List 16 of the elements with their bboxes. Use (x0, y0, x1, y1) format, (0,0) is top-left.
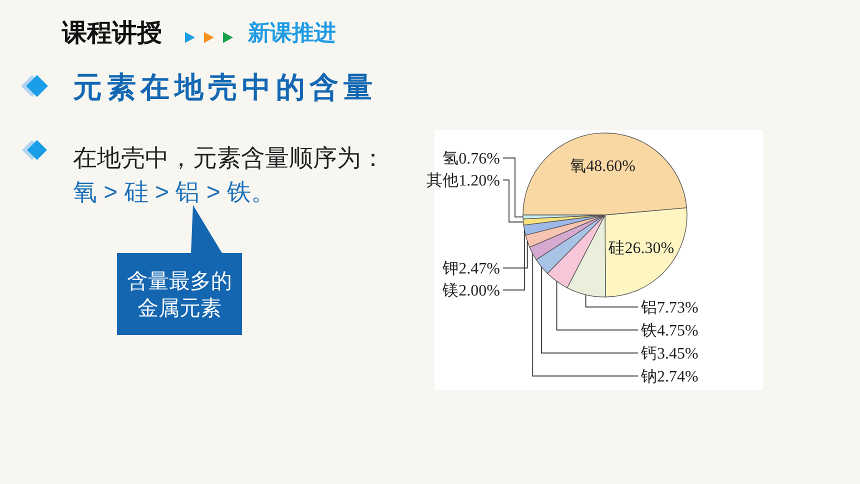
slice-label: 其他1.20% (426, 172, 500, 190)
text: 氧 > 硅 > 铝 > 铁。 (73, 179, 276, 206)
slice-label: 氢0.76% (442, 150, 500, 168)
text: 在地壳中，元素含量顺序为： (73, 145, 385, 172)
callout: 含量最多的金属元素 (117, 205, 242, 335)
slice-label: 钙3.45% (640, 346, 698, 362)
text: 新课推进 (247, 20, 336, 45)
slice-label: 铁4.75% (640, 322, 698, 340)
slice-label: 硅26.30% (608, 239, 674, 258)
text: 课程讲授 (61, 19, 162, 47)
slice-label: 镁2.00% (442, 282, 500, 300)
slice-label: 钾2.47% (442, 260, 500, 278)
slice-label: 钠2.74% (640, 368, 698, 386)
slice-label: 铝7.73% (640, 300, 698, 316)
chart-title: 元素在地壳中的含量 (72, 72, 378, 104)
slice-label: 氧48.60% (570, 158, 636, 175)
